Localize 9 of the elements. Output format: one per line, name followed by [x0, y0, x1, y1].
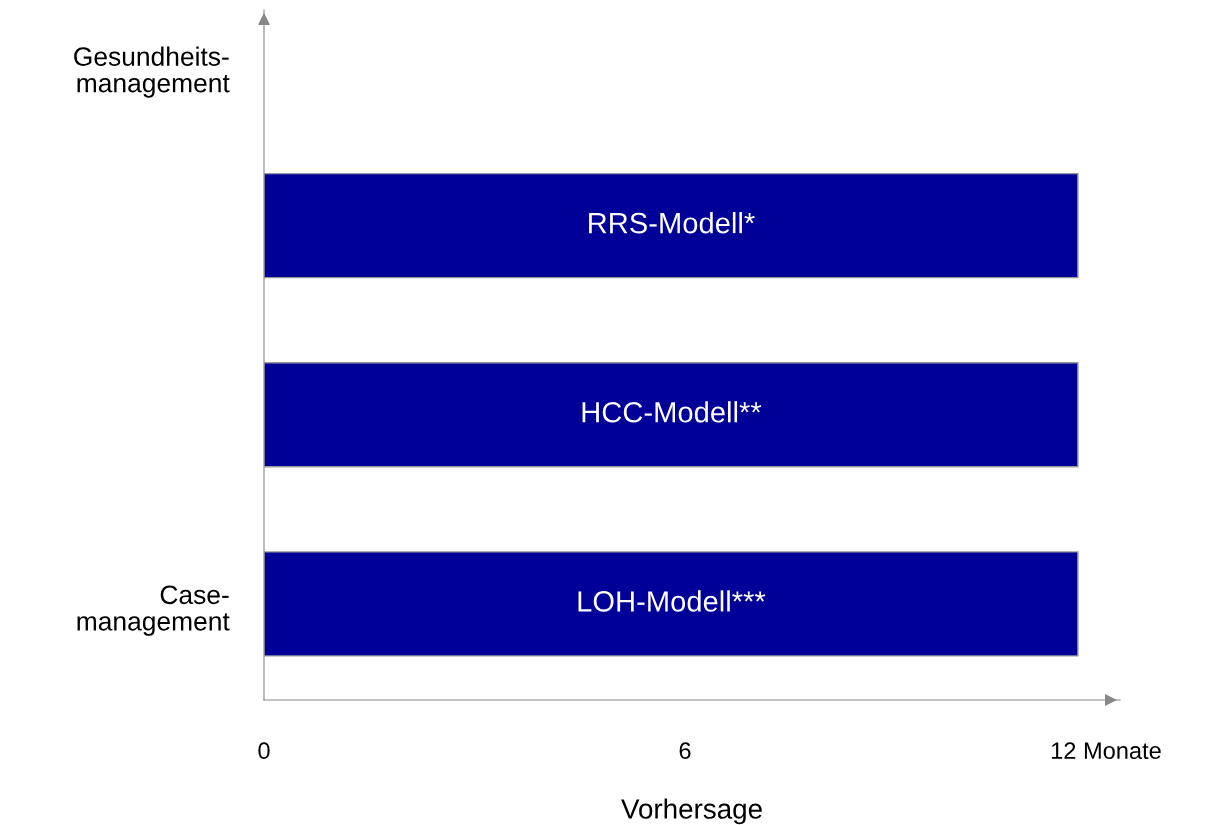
text: Gesundheits- management [74, 46, 230, 98]
y-tick-label: LOH-Modell*** [578, 590, 766, 612]
y-tick-label: RRS-Modell* [589, 212, 755, 234]
text: Case- management [77, 585, 230, 636]
x-tick-label: 0 [258, 742, 270, 760]
x-tick-label: 6 [679, 742, 691, 760]
x-tick-label: 12 Monate [1051, 742, 1161, 760]
x-axis-title: Vorhersage [621, 798, 762, 825]
y-tick-label: HCC-Modell** [582, 401, 762, 423]
